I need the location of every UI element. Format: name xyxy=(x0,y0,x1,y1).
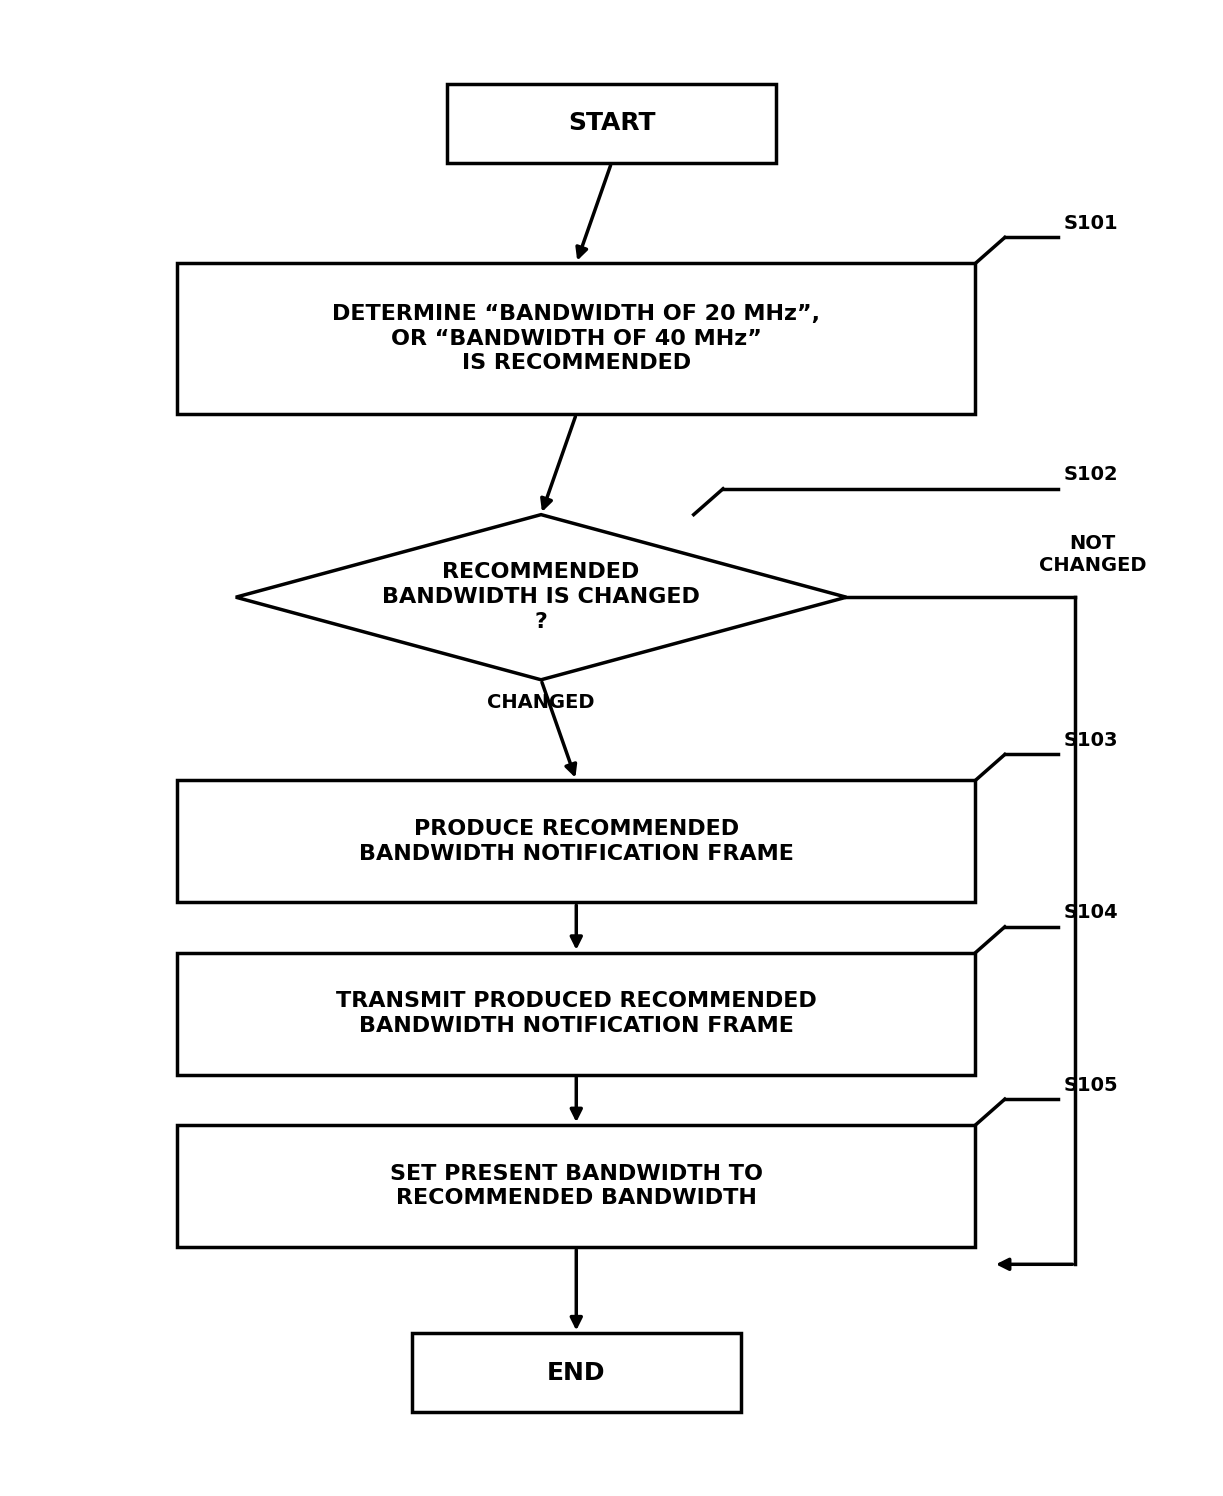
Text: TRANSMIT PRODUCED RECOMMENDED
BANDWIDTH NOTIFICATION FRAME: TRANSMIT PRODUCED RECOMMENDED BANDWIDTH … xyxy=(336,992,817,1037)
Text: START: START xyxy=(567,111,656,135)
Text: RECOMMENDED
BANDWIDTH IS CHANGED
?: RECOMMENDED BANDWIDTH IS CHANGED ? xyxy=(382,562,700,631)
Text: DETERMINE “BANDWIDTH OF 20 MHz”,
OR “BANDWIDTH OF 40 MHz”
IS RECOMMENDED: DETERMINE “BANDWIDTH OF 20 MHz”, OR “BAN… xyxy=(333,304,821,374)
Text: END: END xyxy=(547,1361,605,1385)
Text: S103: S103 xyxy=(1064,732,1118,749)
Text: S102: S102 xyxy=(1064,465,1118,485)
Text: SET PRESENT BANDWIDTH TO
RECOMMENDED BANDWIDTH: SET PRESENT BANDWIDTH TO RECOMMENDED BAN… xyxy=(390,1164,763,1209)
Bar xyxy=(177,781,976,902)
Bar xyxy=(412,1333,741,1412)
Text: S105: S105 xyxy=(1064,1076,1118,1095)
Text: CHANGED: CHANGED xyxy=(487,694,594,712)
Text: PRODUCE RECOMMENDED
BANDWIDTH NOTIFICATION FRAME: PRODUCE RECOMMENDED BANDWIDTH NOTIFICATI… xyxy=(358,818,794,863)
Bar xyxy=(448,84,775,163)
Text: S104: S104 xyxy=(1064,904,1118,923)
Bar xyxy=(177,1125,976,1248)
Text: NOT
CHANGED: NOT CHANGED xyxy=(1040,534,1147,574)
Bar xyxy=(177,953,976,1074)
Polygon shape xyxy=(236,515,846,679)
Text: S101: S101 xyxy=(1064,214,1118,233)
Bar xyxy=(177,263,976,414)
